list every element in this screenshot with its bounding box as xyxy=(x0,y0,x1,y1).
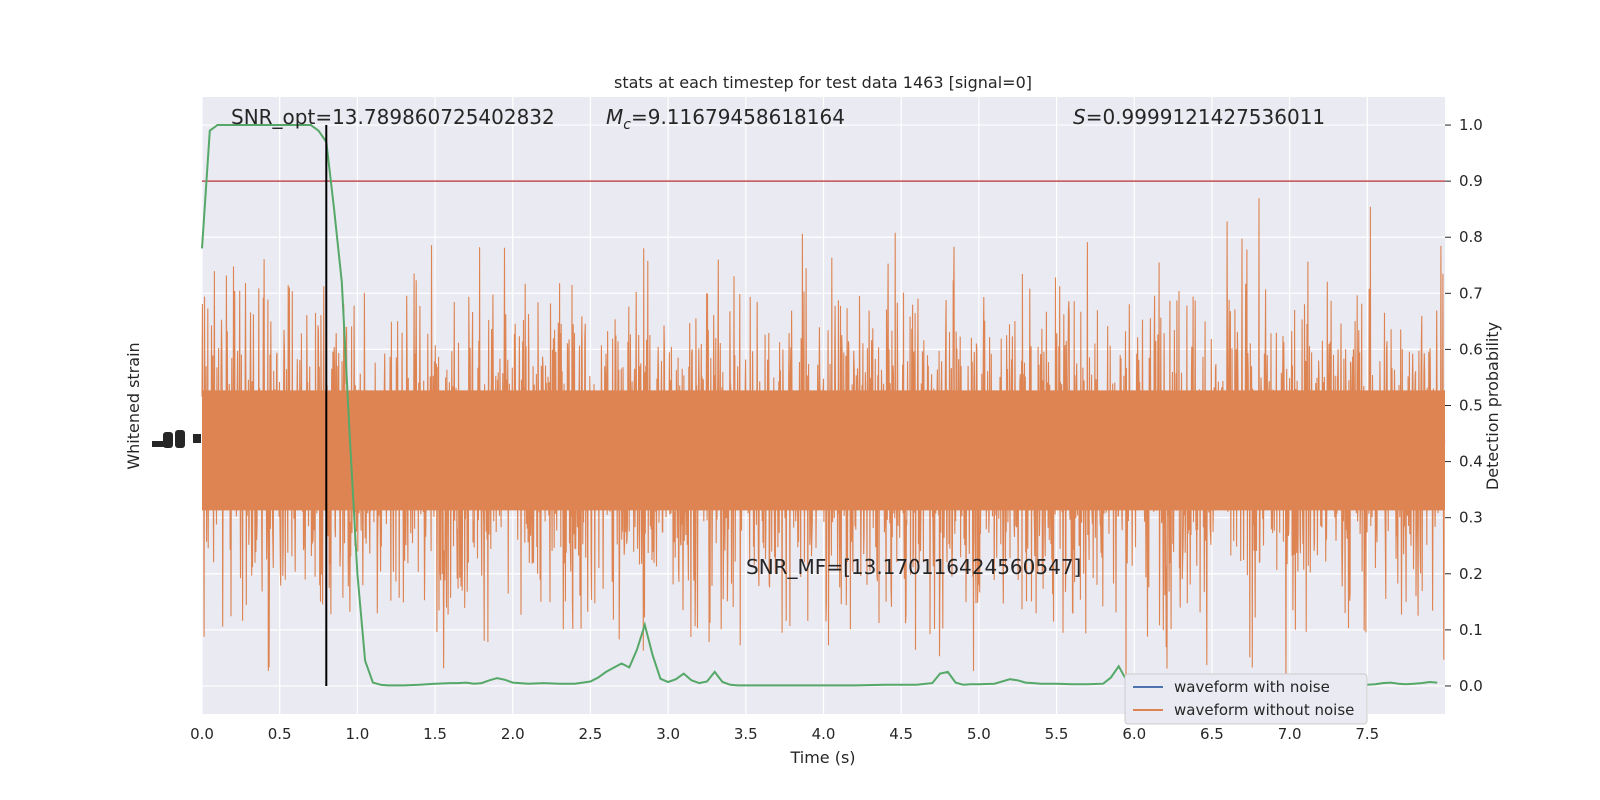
chirp-mass-annotation: Mc=9.11679458618164 xyxy=(606,105,845,133)
x-tick-label-11: 5.5 xyxy=(1045,725,1069,743)
snr-opt-annotation: SNR_opt=13.789860725402832 xyxy=(231,105,555,129)
legend-label-with-noise: waveform with noise xyxy=(1174,678,1330,696)
y-axis-right-label: Detection probability xyxy=(1483,322,1502,490)
x-tick-label-0: 0.0 xyxy=(190,725,214,743)
waveform-core-band xyxy=(202,390,1445,511)
x-tick-label-4: 2.0 xyxy=(501,725,525,743)
y-axis-left-label: Whitened strain xyxy=(124,342,143,469)
x-tick-label-7: 3.5 xyxy=(734,725,758,743)
x-tick-label-6: 3.0 xyxy=(656,725,680,743)
chart-title: stats at each timestep for test data 146… xyxy=(614,73,1032,92)
y-tick-label-0: 0.0 xyxy=(1459,677,1483,695)
x-tick-label-5: 2.5 xyxy=(579,725,603,743)
left-axis-overlapping-ticks xyxy=(152,430,201,448)
x-tick-label-12: 6.0 xyxy=(1122,725,1146,743)
y-tick-label-4: 0.4 xyxy=(1459,453,1483,471)
x-tick-label-1: 0.5 xyxy=(268,725,292,743)
x-tick-label-3: 1.5 xyxy=(423,725,447,743)
y-tick-label-1: 0.1 xyxy=(1459,621,1483,639)
snr-mf-annotation: SNR_MF=[13.170116424560547] xyxy=(746,555,1081,579)
x-axis-label: Time (s) xyxy=(789,748,855,767)
x-axis-ticks: 0.0 0.5 1.0 1.5 2.0 2.5 3.0 3.5 4.0 4.5 5.0 5.5 6.0 6… xyxy=(190,725,1379,743)
x-tick-label-2: 1.0 xyxy=(345,725,369,743)
waveform-without-noise-trace xyxy=(201,198,1446,704)
y-tick-label-7: 0.7 xyxy=(1459,284,1483,302)
legend-label-without-noise: waveform without noise xyxy=(1174,701,1354,719)
x-tick-label-13: 6.5 xyxy=(1200,725,1224,743)
y-tick-label-5: 0.5 xyxy=(1459,397,1483,415)
y-axis-right-ticks: 0.0 0.1 0.2 0.3 0.4 0.5 0.6 0.7 0.8 0.9 1.0 xyxy=(1445,116,1483,695)
x-tick-label-8: 4.0 xyxy=(812,725,836,743)
x-tick-label-15: 7.5 xyxy=(1355,725,1379,743)
y-tick-label-9: 0.9 xyxy=(1459,172,1483,190)
s-statistic-annotation: S=0.9999121427536011 xyxy=(1073,105,1325,129)
x-tick-label-10: 5.0 xyxy=(967,725,991,743)
x-tick-label-9: 4.5 xyxy=(889,725,913,743)
x-tick-label-14: 7.0 xyxy=(1278,725,1302,743)
y-tick-label-6: 0.6 xyxy=(1459,340,1483,358)
y-tick-label-10: 1.0 xyxy=(1459,116,1483,134)
y-tick-label-2: 0.2 xyxy=(1459,565,1483,583)
y-tick-label-3: 0.3 xyxy=(1459,509,1483,527)
legend: waveform with noise waveform without noi… xyxy=(1124,673,1368,725)
y-tick-label-8: 0.8 xyxy=(1459,228,1483,246)
